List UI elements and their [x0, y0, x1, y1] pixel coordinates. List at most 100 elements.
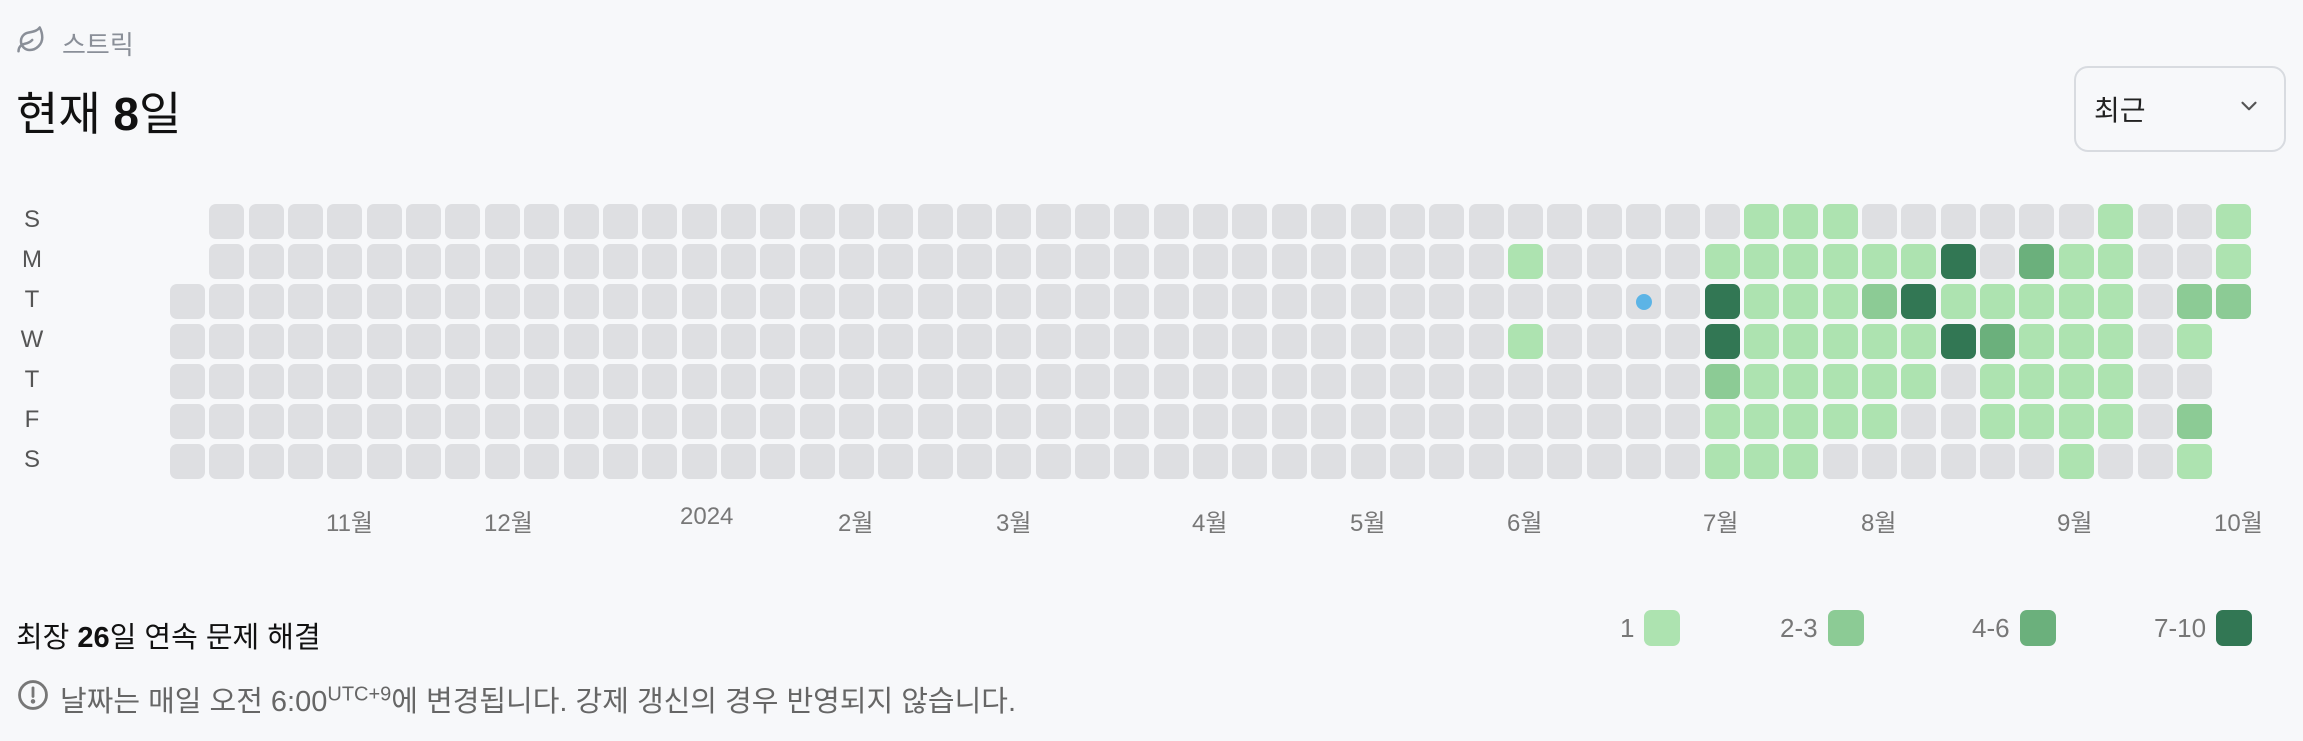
streak-cell[interactable] [327, 404, 362, 439]
streak-cell[interactable] [1705, 284, 1740, 319]
streak-cell[interactable] [760, 204, 795, 239]
streak-cell[interactable] [1705, 244, 1740, 279]
streak-cell[interactable] [485, 244, 520, 279]
streak-cell[interactable] [1901, 244, 1936, 279]
streak-cell[interactable] [2098, 364, 2133, 399]
streak-cell[interactable] [1941, 324, 1976, 359]
streak-cell[interactable] [1862, 404, 1897, 439]
streak-cell[interactable] [2138, 364, 2173, 399]
streak-cell[interactable] [721, 404, 756, 439]
streak-cell[interactable] [249, 244, 284, 279]
streak-cell[interactable] [2098, 404, 2133, 439]
streak-cell[interactable] [918, 204, 953, 239]
streak-cell[interactable] [406, 404, 441, 439]
streak-cell[interactable] [996, 244, 1031, 279]
streak-cell[interactable] [485, 364, 520, 399]
streak-cell[interactable] [1587, 364, 1622, 399]
streak-cell[interactable] [682, 284, 717, 319]
streak-cell[interactable] [839, 244, 874, 279]
streak-cell[interactable] [1036, 444, 1071, 479]
streak-cell[interactable] [878, 444, 913, 479]
streak-cell[interactable] [642, 324, 677, 359]
streak-cell[interactable] [721, 364, 756, 399]
streak-cell[interactable] [996, 444, 1031, 479]
streak-cell[interactable] [1862, 444, 1897, 479]
streak-cell[interactable] [209, 444, 244, 479]
streak-cell[interactable] [445, 244, 480, 279]
streak-cell[interactable] [209, 404, 244, 439]
streak-cell[interactable] [2059, 284, 2094, 319]
streak-cell[interactable] [642, 404, 677, 439]
streak-cell[interactable] [800, 204, 835, 239]
streak-cell[interactable] [1941, 204, 1976, 239]
streak-cell[interactable] [1705, 444, 1740, 479]
streak-cell[interactable] [918, 404, 953, 439]
streak-cell[interactable] [1193, 324, 1228, 359]
streak-cell[interactable] [524, 444, 559, 479]
streak-cell[interactable] [918, 284, 953, 319]
streak-cell[interactable] [1272, 284, 1307, 319]
streak-cell[interactable] [1823, 444, 1858, 479]
period-select[interactable]: 최근 [2074, 66, 2286, 152]
streak-cell[interactable] [2019, 444, 2054, 479]
streak-cell[interactable] [1626, 404, 1661, 439]
streak-cell[interactable] [1114, 444, 1149, 479]
streak-cell[interactable] [1311, 444, 1346, 479]
streak-cell[interactable] [209, 364, 244, 399]
streak-cell[interactable] [327, 324, 362, 359]
streak-cell[interactable] [2098, 204, 2133, 239]
streak-cell[interactable] [1154, 204, 1189, 239]
streak-cell[interactable] [2177, 404, 2212, 439]
streak-cell[interactable] [1154, 324, 1189, 359]
streak-cell[interactable] [1351, 244, 1386, 279]
streak-cell[interactable] [445, 284, 480, 319]
streak-cell[interactable] [1587, 244, 1622, 279]
streak-cell[interactable] [918, 444, 953, 479]
streak-cell[interactable] [170, 444, 205, 479]
streak-cell[interactable] [2177, 444, 2212, 479]
streak-cell[interactable] [839, 324, 874, 359]
streak-cell[interactable] [1114, 364, 1149, 399]
streak-cell[interactable] [1508, 404, 1543, 439]
streak-cell[interactable] [2138, 324, 2173, 359]
streak-cell[interactable] [564, 404, 599, 439]
streak-cell[interactable] [1901, 404, 1936, 439]
streak-cell[interactable] [642, 444, 677, 479]
streak-cell[interactable] [603, 324, 638, 359]
streak-cell[interactable] [1980, 204, 2015, 239]
streak-cell[interactable] [564, 364, 599, 399]
streak-cell[interactable] [2177, 284, 2212, 319]
streak-cell[interactable] [1587, 324, 1622, 359]
streak-cell[interactable] [2138, 404, 2173, 439]
streak-cell[interactable] [2138, 244, 2173, 279]
streak-cell[interactable] [996, 324, 1031, 359]
streak-cell[interactable] [1311, 204, 1346, 239]
streak-cell[interactable] [1626, 324, 1661, 359]
streak-cell[interactable] [1036, 284, 1071, 319]
streak-cell[interactable] [1429, 404, 1464, 439]
streak-cell[interactable] [1547, 444, 1582, 479]
streak-cell[interactable] [1390, 284, 1425, 319]
streak-cell[interactable] [957, 364, 992, 399]
streak-cell[interactable] [1154, 364, 1189, 399]
streak-cell[interactable] [1508, 364, 1543, 399]
streak-cell[interactable] [721, 204, 756, 239]
streak-cell[interactable] [760, 284, 795, 319]
streak-cell[interactable] [1547, 204, 1582, 239]
streak-cell[interactable] [1036, 204, 1071, 239]
streak-cell[interactable] [485, 404, 520, 439]
streak-cell[interactable] [1311, 404, 1346, 439]
streak-cell[interactable] [170, 404, 205, 439]
streak-cell[interactable] [682, 404, 717, 439]
streak-cell[interactable] [957, 444, 992, 479]
streak-cell[interactable] [603, 284, 638, 319]
streak-cell[interactable] [2098, 324, 2133, 359]
streak-cell[interactable] [1114, 204, 1149, 239]
streak-cell[interactable] [1626, 444, 1661, 479]
streak-cell[interactable] [1547, 364, 1582, 399]
streak-cell[interactable] [249, 204, 284, 239]
streak-cell[interactable] [1193, 364, 1228, 399]
streak-cell[interactable] [682, 444, 717, 479]
streak-cell[interactable] [839, 444, 874, 479]
streak-cell[interactable] [2216, 204, 2251, 239]
